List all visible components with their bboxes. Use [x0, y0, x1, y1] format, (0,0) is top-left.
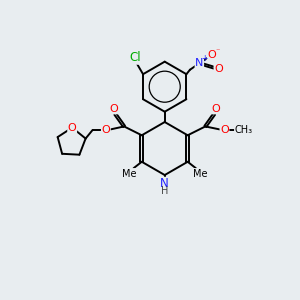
- Text: CH₃: CH₃: [235, 125, 253, 135]
- Text: O: O: [214, 64, 223, 74]
- Text: H: H: [161, 186, 168, 196]
- Text: Me: Me: [193, 169, 208, 178]
- Text: ⁻: ⁻: [215, 46, 220, 55]
- Text: O: O: [68, 123, 76, 133]
- Text: O: O: [211, 104, 220, 114]
- Text: O: O: [101, 125, 110, 135]
- Text: O: O: [220, 125, 229, 135]
- Text: N: N: [160, 177, 169, 190]
- Text: +: +: [201, 54, 207, 63]
- Text: N: N: [195, 58, 203, 68]
- Text: Cl: Cl: [129, 51, 141, 64]
- Text: O: O: [110, 104, 118, 114]
- Text: O: O: [207, 50, 216, 60]
- Text: Me: Me: [122, 169, 136, 178]
